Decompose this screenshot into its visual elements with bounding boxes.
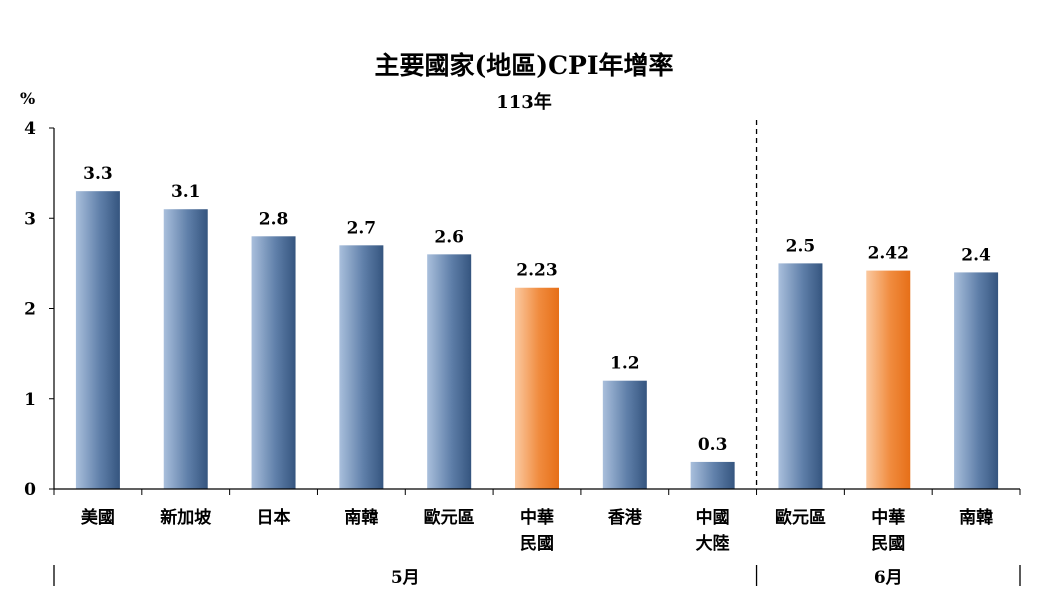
y-tick-label: 3 <box>24 209 36 229</box>
category-label: 大陸 <box>696 533 730 554</box>
value-label: 2.23 <box>516 261 557 281</box>
category-label: 中華 <box>520 507 554 528</box>
bar <box>778 263 823 489</box>
y-axis-unit: % <box>20 89 35 108</box>
bar <box>339 245 384 489</box>
bar <box>75 191 120 490</box>
y-axis-ticks: 0 1 2 3 4 <box>24 119 54 500</box>
group-labels: 5月 6月 <box>53 120 1021 588</box>
value-label: 2.6 <box>434 227 464 247</box>
y-tick-label: 0 <box>24 480 36 500</box>
bar <box>690 461 735 489</box>
value-label: 2.8 <box>259 209 289 229</box>
category-label: 南韓 <box>959 507 993 528</box>
category-label: 中國 <box>696 507 730 528</box>
category-label: 中華 <box>871 507 905 528</box>
value-label: 2.5 <box>786 236 816 256</box>
value-label: 1.2 <box>610 354 640 374</box>
category-label: 民國 <box>871 534 905 554</box>
bar <box>954 272 999 489</box>
category-label: 香港 <box>608 507 643 528</box>
category-label: 民國 <box>520 534 554 554</box>
category-label: 歐元區 <box>424 507 475 528</box>
value-labels: 3.3 3.1 2.8 2.7 2.6 2.23 1.2 0.3 2.5 2.42 2.4 <box>83 164 991 455</box>
bar <box>866 270 911 489</box>
y-tick-label: 2 <box>24 300 36 320</box>
value-label: 2.4 <box>961 245 991 265</box>
value-label: 3.1 <box>171 182 201 202</box>
bars <box>75 191 999 490</box>
chart-title: 主要國家(地區)CPI年增率 <box>374 51 673 80</box>
bar <box>163 209 208 489</box>
y-tick-label: 1 <box>24 390 36 410</box>
value-label: 3.3 <box>83 164 113 184</box>
value-label: 2.7 <box>347 218 377 238</box>
value-label: 2.42 <box>868 244 909 264</box>
category-label: 歐元區 <box>775 507 826 528</box>
axes <box>53 128 1021 495</box>
bar <box>515 287 559 489</box>
bar <box>427 254 472 489</box>
chart-subtitle: 113年 <box>496 91 552 113</box>
group-label: 6月 <box>874 568 903 588</box>
category-label: 日本 <box>257 507 291 528</box>
bar <box>602 380 647 489</box>
group-label: 5月 <box>391 568 420 588</box>
category-label: 新加坡 <box>160 507 211 528</box>
y-tick-label: 4 <box>24 119 36 139</box>
category-label: 美國 <box>81 507 115 528</box>
bar <box>251 236 296 489</box>
value-label: 0.3 <box>698 435 728 455</box>
category-label: 南韓 <box>344 507 378 528</box>
